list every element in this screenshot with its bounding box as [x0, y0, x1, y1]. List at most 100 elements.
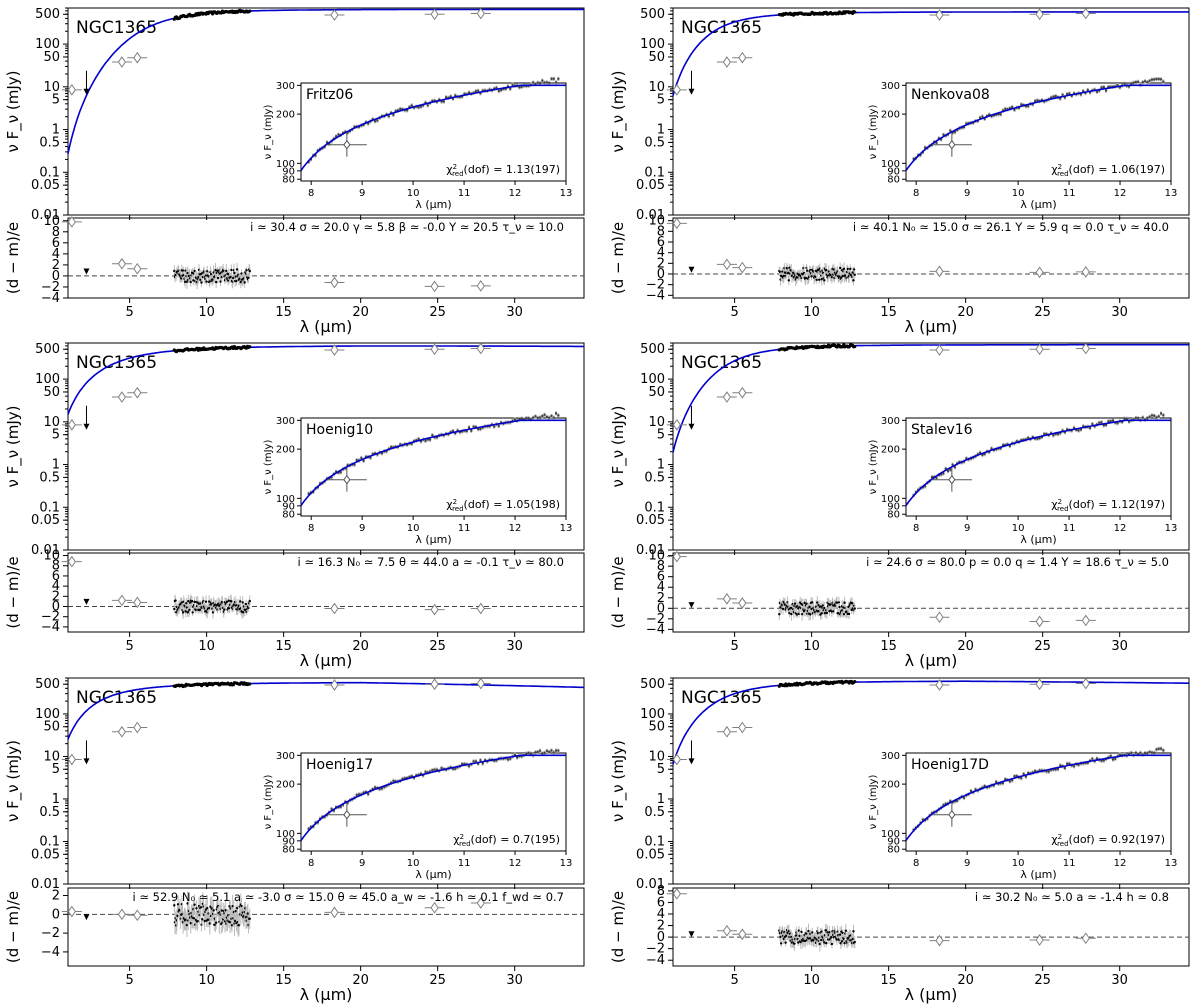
- residual-photometry-point: [722, 592, 732, 605]
- residual-ytick-label: −4: [646, 953, 665, 968]
- residual-spectrum-point: [784, 941, 787, 944]
- inset-spectrum-point: [550, 414, 553, 418]
- inset-spectrum-point: [962, 796, 966, 800]
- residual-spectrum-point: [192, 917, 196, 920]
- chi2-label: χ2 red(dof) = 1.06(197): [1051, 163, 1165, 178]
- residual-spectrum-point: [828, 609, 831, 613]
- xlabel: λ (μm): [905, 651, 958, 670]
- inset-spectrum-point: [981, 115, 984, 118]
- inset-spectrum-point: [515, 756, 519, 759]
- residual-spectrum-point: [781, 607, 785, 611]
- residual-photometry-point: [67, 905, 76, 918]
- inset-ytick-label: 300: [881, 416, 900, 427]
- residual-spectrum-point: [810, 607, 813, 611]
- residual-spectrum-point: [184, 610, 187, 613]
- inset-spectrum-point: [431, 434, 434, 437]
- inset-ytick-label: 200: [276, 445, 295, 456]
- inset-spectrum-point: [557, 77, 560, 81]
- inset-xtick-label: 8: [913, 523, 919, 534]
- residual-spectrum-point: [852, 930, 855, 933]
- inset-spectrum-point: [1130, 751, 1133, 755]
- model-name: Hoenig17D: [911, 757, 989, 773]
- inset-spectrum-point: [554, 81, 558, 84]
- residual-plot-frame: [67, 552, 585, 633]
- inset-spectrum-point: [1159, 747, 1163, 750]
- main-ytick-label: 0.5: [644, 135, 665, 150]
- residual-photometry-point: [1081, 265, 1090, 278]
- residual-spectrum-point: [816, 931, 820, 935]
- photometry-point: [430, 8, 439, 21]
- photometry-point: [117, 725, 127, 738]
- residual-ytick-label: 2: [657, 256, 665, 271]
- inset-ytick-label: 300: [276, 81, 295, 92]
- residual-spectrum-point: [216, 276, 220, 280]
- inset-spectrum-point: [433, 768, 436, 771]
- residual-spectrum-point: [200, 281, 203, 284]
- photometry-point: [722, 391, 732, 403]
- residual-spectrum-point: [199, 278, 202, 282]
- residual-upper-limit: [83, 268, 90, 275]
- residual-spectrum-point: [853, 607, 856, 610]
- residual-spectrum-point: [825, 611, 829, 615]
- inset-spectrum-point: [554, 412, 558, 415]
- residual-spectrum-point: [800, 930, 803, 934]
- inset-spectrum-point: [946, 469, 950, 473]
- inset-spectrum-point: [451, 429, 455, 433]
- residual-spectrum-point: [180, 277, 183, 280]
- inset-spectrum-point: [518, 86, 521, 89]
- residual-spectrum-point: [837, 601, 841, 604]
- inset-spectrum-point: [550, 749, 553, 752]
- residual-spectrum-point: [194, 608, 198, 612]
- residual-photometry-point: [133, 909, 142, 922]
- residual-spectrum-point: [245, 269, 248, 272]
- residual-spectrum-point: [208, 922, 211, 925]
- residual-spectrum-point: [837, 612, 840, 615]
- residual-xtick-label: 5: [730, 305, 738, 320]
- residual-xtick-label: 30: [506, 305, 523, 320]
- residual-spectrum-point: [846, 267, 849, 271]
- inset-spectrum-point: [554, 749, 558, 752]
- chi2-label: χ2 red(dof) = 1.05(198): [446, 498, 560, 513]
- photometry-point: [1035, 678, 1044, 691]
- residual-spectrum-point: [840, 939, 844, 943]
- main-ytick-label: 500: [35, 342, 60, 357]
- inset-spectrum-point: [337, 133, 340, 136]
- residual-spectrum-point: [229, 275, 232, 279]
- residual-spectrum-point: [826, 931, 829, 934]
- main-plot-frame: [672, 677, 1190, 885]
- inset-spectrum-point: [547, 81, 551, 85]
- inset-photometry-point: [343, 139, 351, 150]
- residual-ytick-label: −4: [646, 622, 665, 637]
- inset-xtick-label: 8: [913, 188, 919, 199]
- residual-spectrum-point: [835, 601, 839, 604]
- inset-spectrum-point: [518, 417, 521, 421]
- inset-spectrum-point: [1134, 416, 1138, 420]
- residual-spectrum-point: [173, 607, 176, 611]
- residual-spectrum-point: [181, 611, 185, 614]
- residual-ytick-label: 0: [657, 601, 665, 616]
- residual-spectrum-point: [823, 279, 826, 282]
- inset-xtick-label: 9: [359, 523, 365, 534]
- main-ytick-label: 50: [43, 50, 60, 65]
- residual-spectrum-point: [243, 281, 246, 284]
- residual-spectrum-point: [843, 601, 846, 604]
- inset-spectrum-point: [1091, 422, 1094, 426]
- inset-spectrum-point: [355, 793, 358, 797]
- inset-spectrum-point: [1024, 775, 1028, 778]
- chi2-subscript: red: [452, 170, 463, 178]
- inset-spectrum-point: [449, 95, 452, 98]
- chi2-label: χ2 red(dof) = 1.13(197): [446, 163, 560, 178]
- photometry-point: [133, 721, 142, 734]
- main-ytick-label: 10: [43, 749, 60, 764]
- residual-photometry-point: [430, 901, 439, 914]
- model-curve: [67, 345, 584, 415]
- residual-ytick-label: 8: [52, 225, 60, 240]
- inset-spectrum-point: [525, 416, 528, 420]
- photometry-point: [133, 51, 142, 64]
- residual-ytick-label: −2: [41, 610, 60, 625]
- residual-spectrum-point: [818, 942, 822, 946]
- chi2-symbol: χ: [1051, 498, 1058, 511]
- residual-spectrum-point: [842, 606, 845, 609]
- residual-xtick-label: 30: [506, 639, 523, 654]
- inset-ytick-label: 80: [282, 845, 295, 856]
